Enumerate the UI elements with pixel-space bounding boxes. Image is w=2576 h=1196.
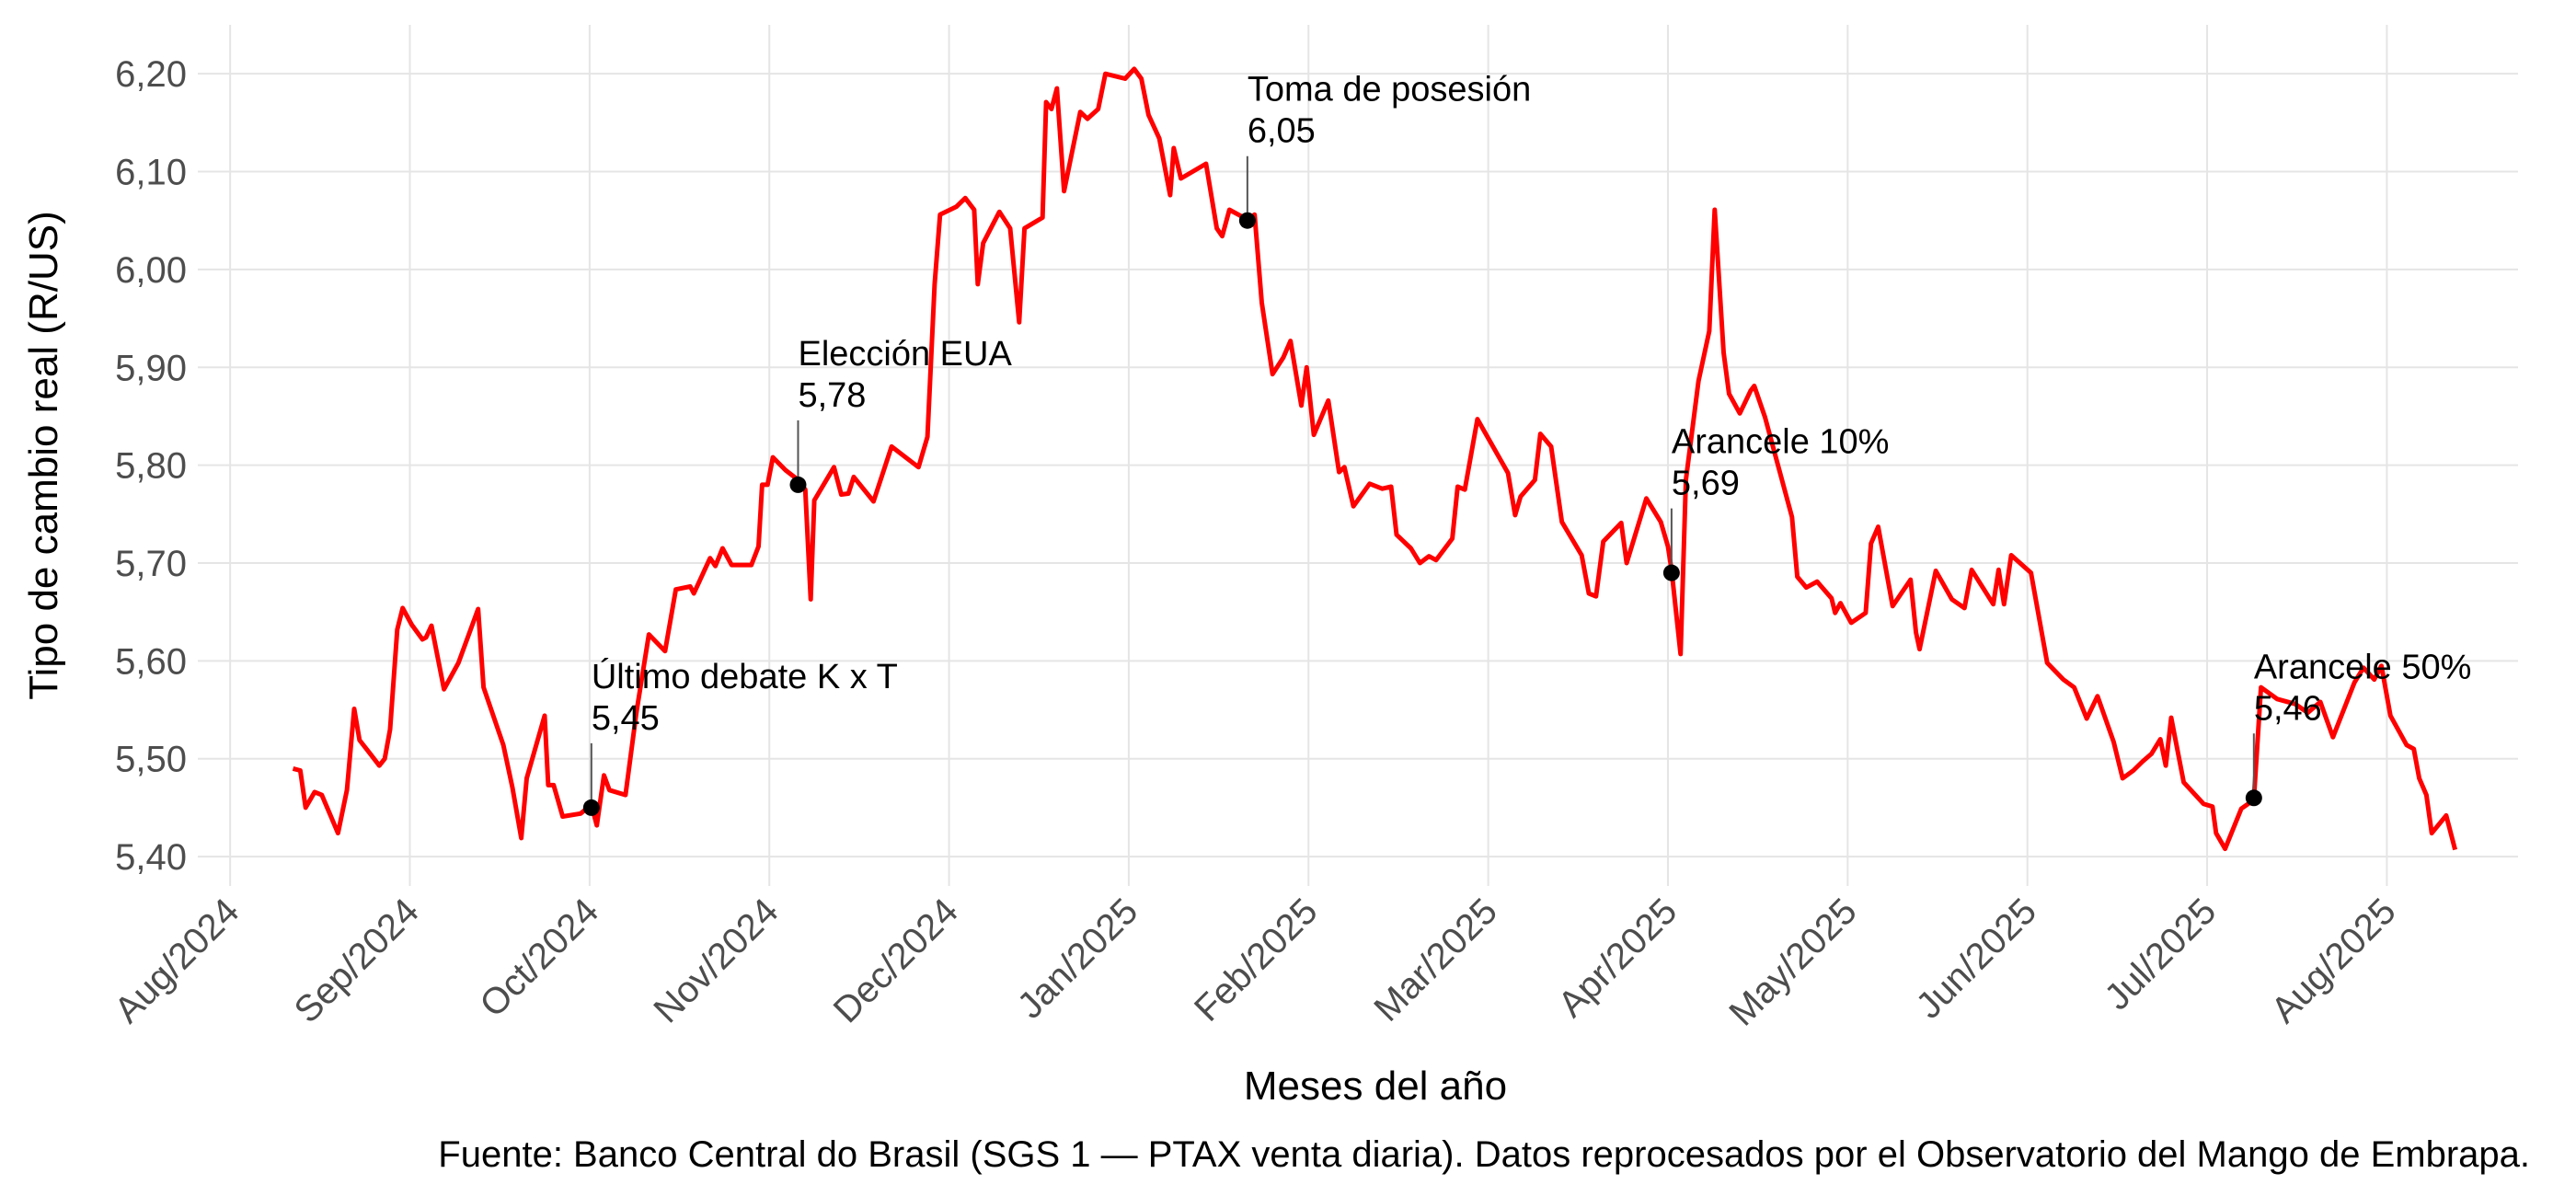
x-tick-label: Dec/2024 (826, 891, 966, 1030)
y-tick-label: 5,70 (115, 544, 187, 584)
y-tick-label: 5,60 (115, 641, 187, 682)
y-tick-label: 5,50 (115, 740, 187, 780)
annotation-point (1238, 212, 1256, 229)
annotation-label: Arancele 50% (2254, 648, 2472, 686)
annotation-label: Arancele 10% (1672, 423, 1890, 462)
x-axis-title: Meses del año (1244, 1064, 1507, 1109)
y-tick-label: 5,80 (115, 446, 187, 487)
x-tick-label: Aug/2025 (2264, 891, 2404, 1030)
y-tick-label: 6,00 (115, 250, 187, 291)
y-tick-label: 5,40 (115, 837, 187, 878)
annotation-value: 5,46 (2254, 689, 2322, 728)
x-tick-label: Nov/2024 (646, 891, 786, 1030)
y-tick-label: 5,90 (115, 348, 187, 388)
y-tick-label: 6,10 (115, 153, 187, 193)
x-tick-label: May/2025 (1721, 891, 1864, 1033)
annotation-label: Último debate K x T (592, 657, 898, 696)
annotation-point (789, 476, 807, 493)
annotation-value: 5,45 (592, 699, 660, 738)
annotation-value: 5,78 (798, 376, 866, 415)
annotation-label: Toma de posesión (1248, 71, 1531, 109)
x-tick-label: Jun/2025 (1909, 891, 2044, 1026)
x-tick-label: Aug/2024 (107, 891, 247, 1030)
x-tick-label: Sep/2024 (287, 891, 427, 1030)
x-tick-label: Feb/2025 (1187, 891, 1326, 1029)
x-tick-label: Jan/2025 (1010, 891, 1145, 1026)
annotation-value: 5,69 (1672, 465, 1740, 503)
x-tick-label: Apr/2025 (1550, 891, 1685, 1025)
x-tick-label: Oct/2024 (472, 891, 606, 1025)
exchange-rate-line (292, 66, 2458, 852)
x-tick-label: Mar/2025 (1366, 891, 1505, 1029)
annotation-value: 6,05 (1248, 112, 1316, 151)
x-tick-label: Jul/2025 (2097, 891, 2224, 1018)
annotation-label: Elección EUA (798, 335, 1012, 374)
caption: Fuente: Banco Central do Brasil (SGS 1 —… (438, 1134, 2530, 1175)
annotation-point (582, 799, 600, 816)
annotation-point (2245, 789, 2262, 807)
y-tick-label: 6,20 (115, 54, 187, 95)
y-axis-title: Tipo de cambio real (R/US) (21, 211, 66, 699)
annotation-point (1662, 564, 1680, 581)
